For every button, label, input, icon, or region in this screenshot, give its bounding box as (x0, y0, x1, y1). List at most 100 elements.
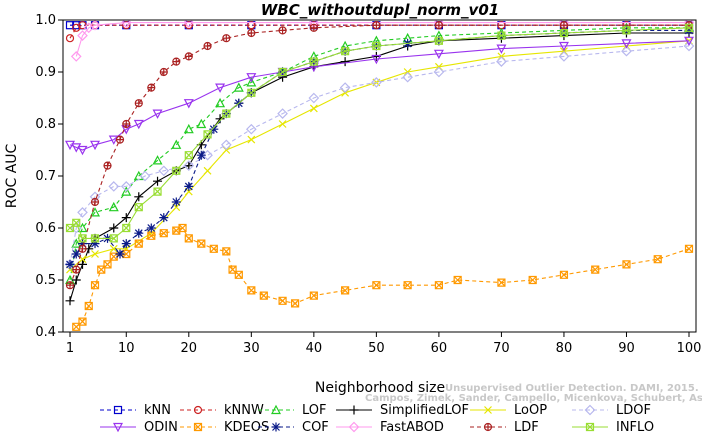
data-point-INFLO (684, 23, 694, 32)
data-point-LoOP (109, 244, 118, 253)
data-point-KDEOS (290, 299, 300, 308)
data-point-KDEOS (84, 301, 93, 311)
legend-item-LDOF: LDOF (572, 403, 651, 418)
data-point-ODIN (90, 140, 101, 151)
data-point-FastABOD (120, 20, 132, 28)
data-point-kNNW (247, 21, 256, 30)
legend-label-LoOP: LoOP (514, 403, 547, 418)
data-point-SimplifiedLOF (121, 213, 131, 223)
data-point-COF (121, 239, 131, 249)
data-point-SimplifiedLOF (153, 176, 163, 186)
data-point-COF (90, 239, 100, 249)
legend-item-LOF: LOF (258, 403, 327, 418)
data-point-INFLO (172, 166, 181, 175)
watermark-line-2: Campos, Zimek, Sander, Campello, Micenko… (365, 393, 702, 404)
data-point-KDEOS (653, 255, 662, 264)
plot-area (64, 20, 695, 331)
y-tick-label: 0.8 (35, 117, 56, 132)
axis-ticks: 1 10 20 30 40 50 60 70 80 90 100 0.4 0.5 0.6 0.7 0.8 0.9… (35, 13, 701, 356)
data-point-SimplifiedLOF (184, 161, 194, 171)
data-point-LoOP (278, 120, 287, 128)
data-point-ODIN (183, 99, 194, 109)
data-point-SimplifiedLOF (109, 223, 119, 233)
legend-marker-kNNW (193, 405, 203, 415)
data-point-INFLO (90, 234, 100, 243)
data-point-COF (71, 249, 81, 259)
data-point-LDF (278, 26, 287, 35)
x-tick-label: 50 (368, 341, 385, 356)
legend: kNN kNNW LOF SimplifiedLOF LoOP LDOF ODIN KDEOS… (100, 403, 654, 434)
legend-marker-kNN (113, 405, 123, 415)
data-point-KDEOS (528, 275, 537, 285)
data-point-LDF (309, 23, 318, 32)
series-line-LOF (69, 27, 689, 281)
data-point-LDF (134, 99, 143, 108)
data-point-COF (115, 249, 125, 259)
data-point-LOF (233, 82, 244, 92)
data-point-LOF (121, 186, 132, 196)
series-KDEOS (72, 223, 694, 331)
x-tick-label: 10 (118, 341, 135, 356)
data-point-LDF (159, 67, 168, 77)
data-point-COF (134, 228, 144, 238)
legend-label-kNNW: kNNW (224, 403, 264, 418)
series-INFLO (65, 23, 694, 243)
y-tick-label: 1.0 (35, 13, 56, 28)
data-point-kNNW (184, 21, 193, 30)
legend-label-LDF: LDF (514, 420, 539, 434)
data-point-ODIN (684, 36, 694, 47)
legend-label-kNN: kNN (144, 403, 171, 418)
data-point-kNNW (65, 34, 75, 43)
data-point-LDF (372, 21, 381, 30)
data-point-LDOF (108, 181, 120, 192)
data-point-INFLO (122, 223, 131, 233)
data-point-INFLO (78, 234, 87, 243)
watermark-line-1: Unsupervised Outlier Detection. DAMI, 20… (445, 383, 699, 394)
data-point-LDF (222, 34, 231, 43)
data-point-SimplifiedLOF (65, 296, 75, 306)
legend-item-COF: COF (258, 420, 329, 434)
series-LDF (65, 21, 694, 290)
data-point-LDF (115, 135, 125, 144)
legend-marker-LDOF (584, 404, 596, 416)
data-point-ODIN (65, 140, 75, 151)
data-point-ODIN (71, 143, 82, 153)
data-point-LDOF (183, 160, 195, 171)
legend-marker-FastABOD (348, 421, 360, 433)
data-point-KDEOS (497, 278, 506, 287)
data-point-SimplifiedLOF (78, 259, 88, 269)
data-point-LOF (215, 97, 226, 108)
data-point-LDOF (621, 45, 632, 57)
data-point-kNN (72, 21, 81, 30)
data-point-KDEOS (78, 317, 87, 326)
legend-item-kNN: kNN (100, 403, 171, 418)
data-point-LOF (108, 201, 119, 212)
data-point-INFLO (309, 57, 318, 66)
legend-label-ODIN: ODIN (144, 420, 178, 434)
data-point-KDEOS (559, 270, 569, 279)
legend-item-LDF: LDF (470, 420, 539, 434)
data-point-LDOF (558, 51, 570, 62)
data-point-kNNW (122, 21, 131, 30)
data-point-FastABOD (89, 20, 101, 31)
data-point-LDOF (496, 56, 507, 67)
data-point-KDEOS (197, 239, 206, 248)
data-point-LDOF (120, 181, 132, 192)
data-point-LDF (247, 28, 256, 38)
data-point-ODIN (108, 135, 119, 145)
data-point-LDF (78, 244, 87, 253)
x-tick-label: 30 (243, 341, 260, 356)
legend-item-KDEOS: KDEOS (180, 420, 269, 434)
y-tick-label: 0.5 (35, 273, 56, 288)
data-point-COF (78, 239, 88, 249)
data-point-INFLO (203, 130, 212, 139)
y-tick-label: 0.4 (35, 325, 56, 340)
data-point-LDF (184, 52, 193, 61)
data-point-KDEOS (122, 249, 131, 259)
legend-marker-LOF (271, 404, 281, 415)
data-point-LOF (90, 207, 101, 217)
data-point-INFLO (72, 218, 81, 227)
data-point-LoOP (91, 250, 99, 258)
data-point-LOF (171, 139, 182, 149)
